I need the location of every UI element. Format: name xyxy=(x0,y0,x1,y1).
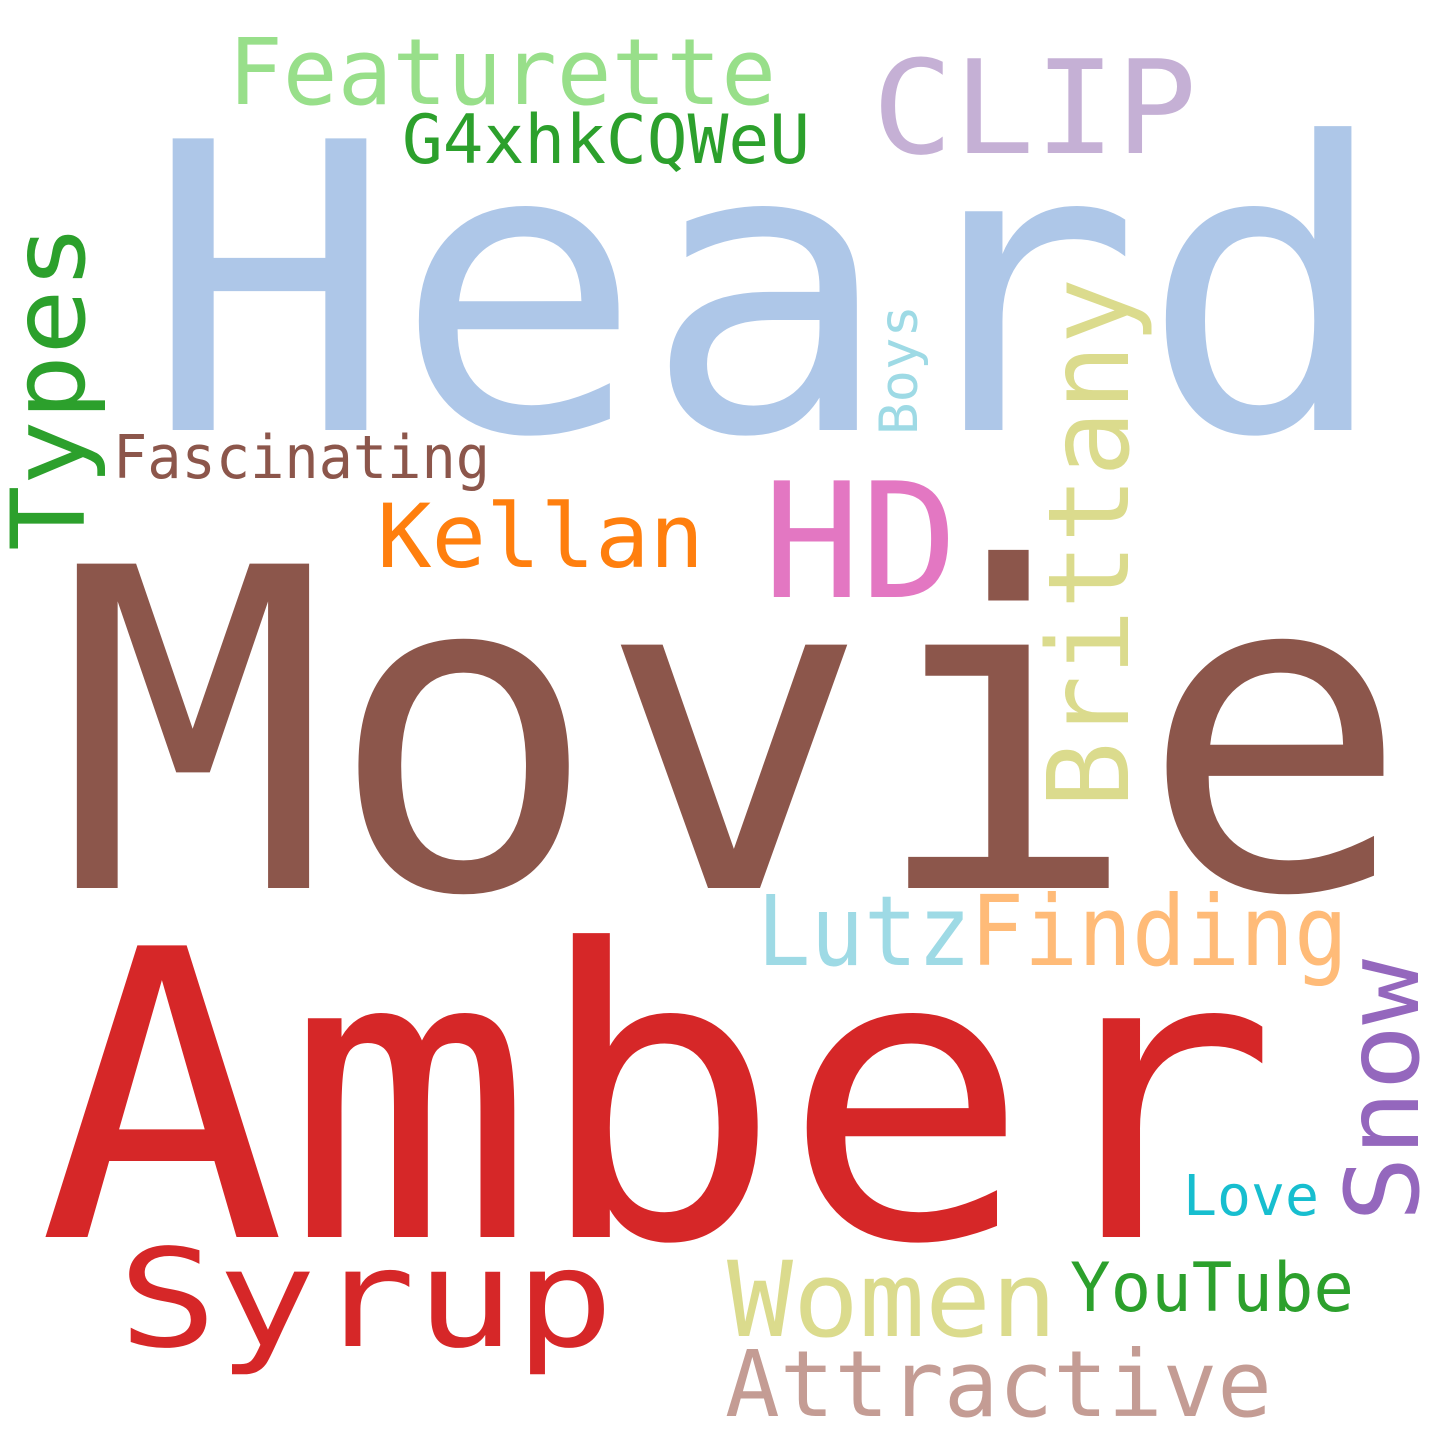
word-youtube: YouTube xyxy=(1070,1249,1354,1328)
word-featurette: Featurette xyxy=(228,19,776,126)
word-heard: Heard xyxy=(145,60,1390,525)
word-kellan: Kellan xyxy=(377,485,704,588)
word-fascinating: Fascinating xyxy=(113,423,490,493)
word-women: Women xyxy=(727,1239,1057,1361)
word-clip: CLIP xyxy=(872,32,1197,184)
word-finding: Finding xyxy=(970,875,1348,988)
word-g4xhkcqweu: G4xhkCQWeU xyxy=(402,101,810,180)
word-boys: Boys xyxy=(869,305,930,435)
word-amber: Amber xyxy=(38,867,1278,1332)
word-brittany: Brittany xyxy=(1025,278,1155,808)
word-hd: HD xyxy=(763,448,958,635)
word-snow: Snow xyxy=(1324,958,1440,1222)
word-lutz: Lutz xyxy=(757,875,971,988)
word-syrup: Syrup xyxy=(118,1221,614,1379)
word-movie: Movie xyxy=(58,475,1410,993)
word-love: Love xyxy=(1183,1164,1319,1229)
word-attractive: Attractive xyxy=(725,1331,1272,1438)
word-types: Types xyxy=(0,224,109,551)
